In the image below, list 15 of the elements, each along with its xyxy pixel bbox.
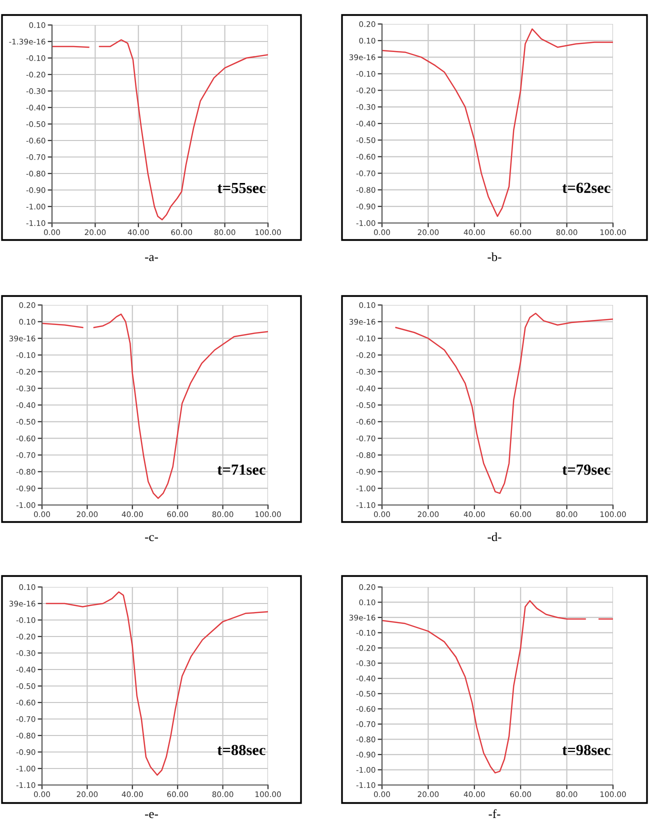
- annotation: t=79sec: [562, 464, 610, 475]
- line-series: [395, 312, 613, 494]
- annotation: t=98sec: [562, 744, 610, 756]
- x-axis-title: -c-: [145, 535, 158, 542]
- annotation: t=71sec: [217, 464, 266, 475]
- x-axis-title: -d-: [488, 532, 502, 542]
- x-axis-title: -a-: [145, 255, 158, 262]
- line-series: [382, 28, 613, 217]
- annotation: t=88sec: [217, 744, 266, 756]
- annotation: t=62sec: [562, 182, 610, 193]
- line-series: [46, 591, 268, 776]
- x-axis-title: -b-: [488, 252, 502, 262]
- annotation: t=55sec: [218, 183, 266, 194]
- x-axis-title: -e-: [145, 812, 158, 818]
- x-axis-title: -f-: [488, 809, 500, 818]
